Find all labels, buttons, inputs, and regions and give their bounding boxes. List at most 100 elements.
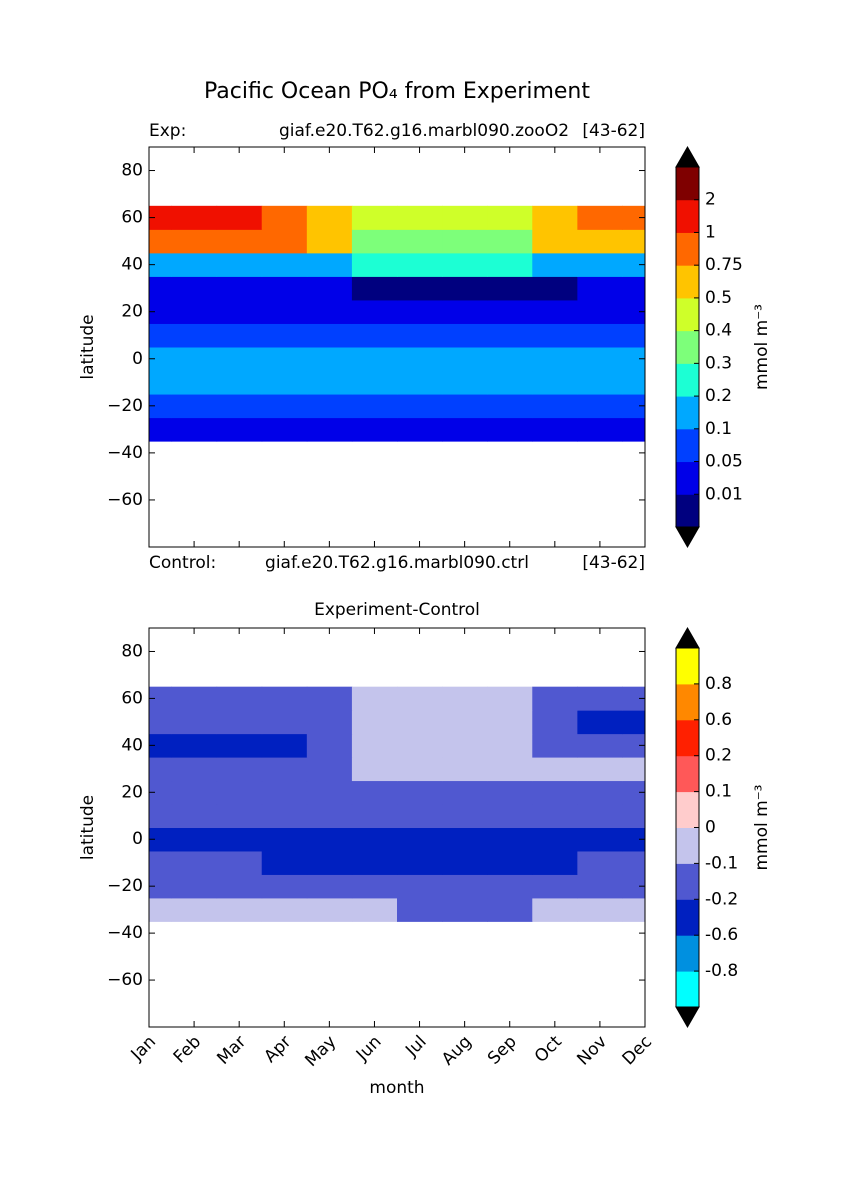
contour-cell — [487, 804, 533, 828]
contour-cell — [577, 710, 623, 735]
contour-cell — [306, 686, 353, 711]
colorbar-tick-label: 1 — [705, 222, 716, 242]
contour-cell — [306, 874, 353, 899]
y-tick-label: 40 — [121, 255, 143, 275]
contour-cell — [351, 874, 398, 899]
x-tick-label: Jan — [127, 1032, 160, 1065]
contour-cell — [306, 710, 353, 735]
contour-cell — [171, 323, 218, 348]
contour-cell — [442, 205, 488, 230]
contour-cell — [351, 394, 398, 419]
contour-cell — [149, 205, 173, 230]
contour-cell — [351, 757, 398, 782]
x-tick-label: Oct — [531, 1032, 566, 1067]
colorbar-extend-upper — [675, 626, 700, 649]
contour-cell — [577, 229, 623, 254]
contour-cell — [622, 370, 646, 395]
contour-cell — [171, 205, 218, 230]
contour-cell — [577, 733, 623, 758]
contour-cell — [397, 710, 443, 735]
colorbar-band — [676, 935, 699, 972]
x-axis-label: month — [369, 1078, 424, 1098]
y-tick-label: 20 — [121, 782, 143, 802]
contour-cell — [487, 827, 533, 852]
contour-cell — [532, 252, 578, 277]
y-tick-label: −40 — [107, 923, 143, 943]
contour-cell — [397, 394, 443, 419]
contour-cell — [261, 299, 308, 324]
contour-cell — [306, 733, 353, 758]
contour-cell — [397, 323, 443, 348]
contour-cell — [577, 780, 623, 805]
contour-cell — [261, 205, 308, 230]
contour-cell — [532, 804, 578, 828]
contour-cell — [487, 780, 533, 805]
contour-cell — [622, 827, 646, 852]
colorbar-band — [676, 232, 699, 266]
contour-cell — [351, 370, 398, 395]
contour-cell — [171, 850, 218, 875]
contour-cell — [532, 874, 578, 899]
colorbar-tick-label: 0.8 — [705, 674, 732, 694]
contour-cell — [216, 804, 263, 828]
contour-cell — [351, 299, 398, 324]
contour-cell — [171, 897, 218, 922]
contour-cell — [351, 252, 398, 277]
contour-cell — [577, 874, 623, 899]
contour-cell — [397, 229, 443, 254]
contour-cell — [532, 780, 578, 805]
contour-cell — [397, 780, 443, 805]
contour-cell — [442, 733, 488, 758]
contour-cell — [442, 252, 488, 277]
contour-cell — [351, 276, 398, 301]
contour-cell — [216, 757, 263, 782]
contour-cell — [171, 804, 218, 828]
contour-cell — [261, 804, 308, 828]
contour-cell — [216, 252, 263, 277]
contour-cell — [397, 733, 443, 758]
contour-cell — [171, 276, 218, 301]
contour-cell — [532, 299, 578, 324]
contour-cell — [397, 299, 443, 324]
contour-cell — [149, 757, 173, 782]
contour-cell — [622, 205, 646, 230]
colorbar-band — [676, 719, 699, 757]
contour-cell — [306, 850, 353, 875]
contour-cell — [487, 252, 533, 277]
x-tick-label: Aug — [438, 1032, 476, 1070]
contour-cell — [216, 229, 263, 254]
y-tick-label: −60 — [107, 490, 143, 510]
colorbar-tick-label: 0.6 — [705, 710, 732, 730]
contour-cell — [171, 827, 218, 852]
contour-cell — [306, 299, 353, 324]
contour-cell — [442, 370, 488, 395]
contour-cell — [487, 370, 533, 395]
contour-cell — [532, 323, 578, 348]
colorbar-band — [676, 683, 699, 721]
contour-cell — [306, 205, 353, 230]
header-left: Exp: — [149, 121, 186, 141]
contour-cell — [397, 686, 443, 711]
x-tick-label: Dec — [619, 1032, 656, 1069]
contour-cell — [149, 252, 173, 277]
contour-cell — [442, 804, 488, 828]
y-tick-label: 60 — [121, 688, 143, 708]
colorbar-tick-label: 0.1 — [705, 782, 732, 802]
colorbar-band — [676, 428, 699, 463]
contour-cell — [149, 370, 173, 395]
contour-cell — [442, 780, 488, 805]
y-tick-label: −60 — [107, 970, 143, 990]
contour-cell — [149, 347, 173, 372]
contour-cell — [442, 276, 488, 301]
contour-cell — [532, 686, 578, 711]
contour-cell — [171, 780, 218, 805]
contour-cell — [261, 850, 308, 875]
contour-cell — [487, 897, 533, 922]
figure-title: Pacific Ocean PO₄ from Experiment — [204, 79, 590, 104]
contour-cell — [216, 827, 263, 852]
contour-cell — [261, 276, 308, 301]
contour-cell — [487, 347, 533, 372]
colorbar-band — [676, 827, 699, 864]
colorbar-band — [676, 363, 699, 397]
contour-cell — [216, 686, 263, 711]
